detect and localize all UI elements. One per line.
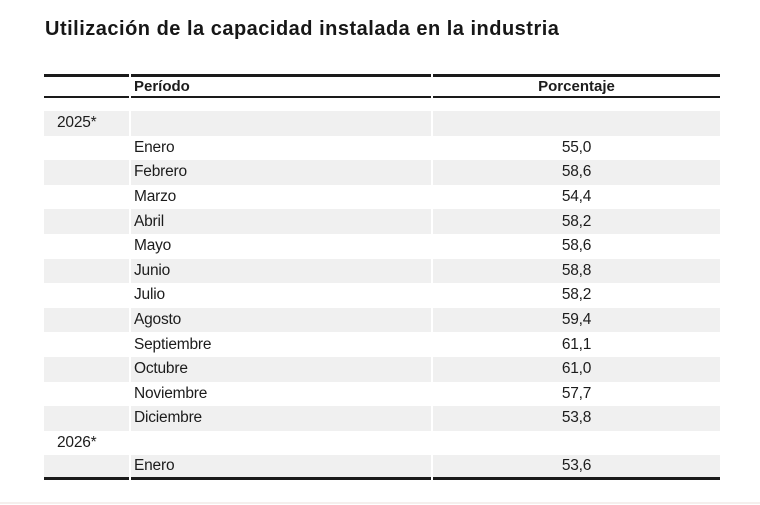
table-row: Noviembre 57,7: [44, 382, 720, 407]
month-cell: Agosto: [131, 307, 431, 333]
value-cell: 59,4: [433, 307, 720, 333]
month-cell: Mayo: [134, 237, 172, 255]
year-cell: [44, 356, 129, 382]
value-cell: 58,2: [561, 286, 592, 304]
value-cell: 58,6: [561, 237, 592, 255]
year-cell: [44, 382, 129, 407]
value-cell: 58,8: [433, 258, 720, 284]
table-row: Octubre 61,0: [44, 356, 720, 382]
table-row: 2026*: [44, 431, 720, 456]
month-cell: Septiembre: [134, 335, 212, 353]
table-row: 2025*: [44, 111, 720, 136]
year-cell: [44, 160, 129, 185]
bottom-divider: [0, 502, 760, 504]
month-cell: Julio: [134, 286, 165, 304]
month-cell: [131, 111, 431, 136]
header-spacer: [44, 98, 720, 111]
table-row: Abril 58,2: [44, 209, 720, 234]
month-cell: Octubre: [131, 356, 431, 382]
table-row: Agosto 59,4: [44, 307, 720, 333]
month-cell: Diciembre: [131, 406, 431, 431]
value-cell: 53,6: [433, 455, 720, 480]
year-cell: [44, 406, 129, 431]
year-cell: [44, 234, 129, 259]
month-cell: [131, 431, 431, 456]
year-cell: [44, 283, 129, 308]
year-cell: [44, 209, 129, 234]
table-row: Junio 58,8: [44, 258, 720, 284]
month-cell: Enero: [131, 455, 431, 480]
value-cell: 53,8: [433, 406, 720, 431]
table-row: Enero 55,0: [44, 136, 720, 161]
year-cell: 2026*: [57, 434, 97, 452]
month-cell: Noviembre: [134, 384, 208, 402]
value-cell: [433, 111, 720, 136]
year-cell: [44, 258, 129, 284]
header-row: Período Porcentaje: [44, 74, 720, 98]
year-cell: [44, 307, 129, 333]
page-title: Utilización de la capacidad instalada en…: [45, 18, 560, 40]
table-row: Septiembre 61,1: [44, 332, 720, 357]
table-row: Julio 58,2: [44, 283, 720, 308]
table-row: Diciembre 53,8: [44, 406, 720, 431]
table-row: Enero 53,6: [44, 455, 720, 480]
year-cell: [44, 136, 129, 161]
value-cell: 54,4: [561, 188, 592, 206]
table-row: Febrero 58,6: [44, 160, 720, 185]
capacity-table: Período Porcentaje 2025* Enero 55,0 Febr…: [42, 74, 722, 480]
month-cell: Junio: [131, 258, 431, 284]
value-cell: [433, 431, 720, 456]
month-cell: Marzo: [134, 188, 177, 206]
value-cell: 57,7: [561, 384, 592, 402]
month-cell: Febrero: [131, 160, 431, 185]
table-row: Mayo 58,6: [44, 234, 720, 259]
table-header: Período Porcentaje: [44, 74, 720, 111]
value-cell: 58,6: [433, 160, 720, 185]
year-cell: [44, 332, 129, 357]
column-header-period: Período: [131, 74, 431, 98]
year-cell: [44, 455, 129, 480]
value-cell: 61,1: [561, 335, 592, 353]
month-cell: Enero: [134, 138, 175, 156]
year-cell: 2025*: [44, 111, 129, 136]
value-cell: 58,2: [433, 209, 720, 234]
value-cell: 61,0: [433, 356, 720, 382]
year-cell: [44, 185, 129, 210]
header-cell-empty: [44, 74, 129, 98]
table-body: 2025* Enero 55,0 Febrero 58,6 Marzo 54,4…: [44, 111, 720, 480]
column-header-percentage: Porcentaje: [433, 74, 720, 98]
month-cell: Abril: [131, 209, 431, 234]
table-row: Marzo 54,4: [44, 185, 720, 210]
value-cell: 55,0: [561, 138, 592, 156]
